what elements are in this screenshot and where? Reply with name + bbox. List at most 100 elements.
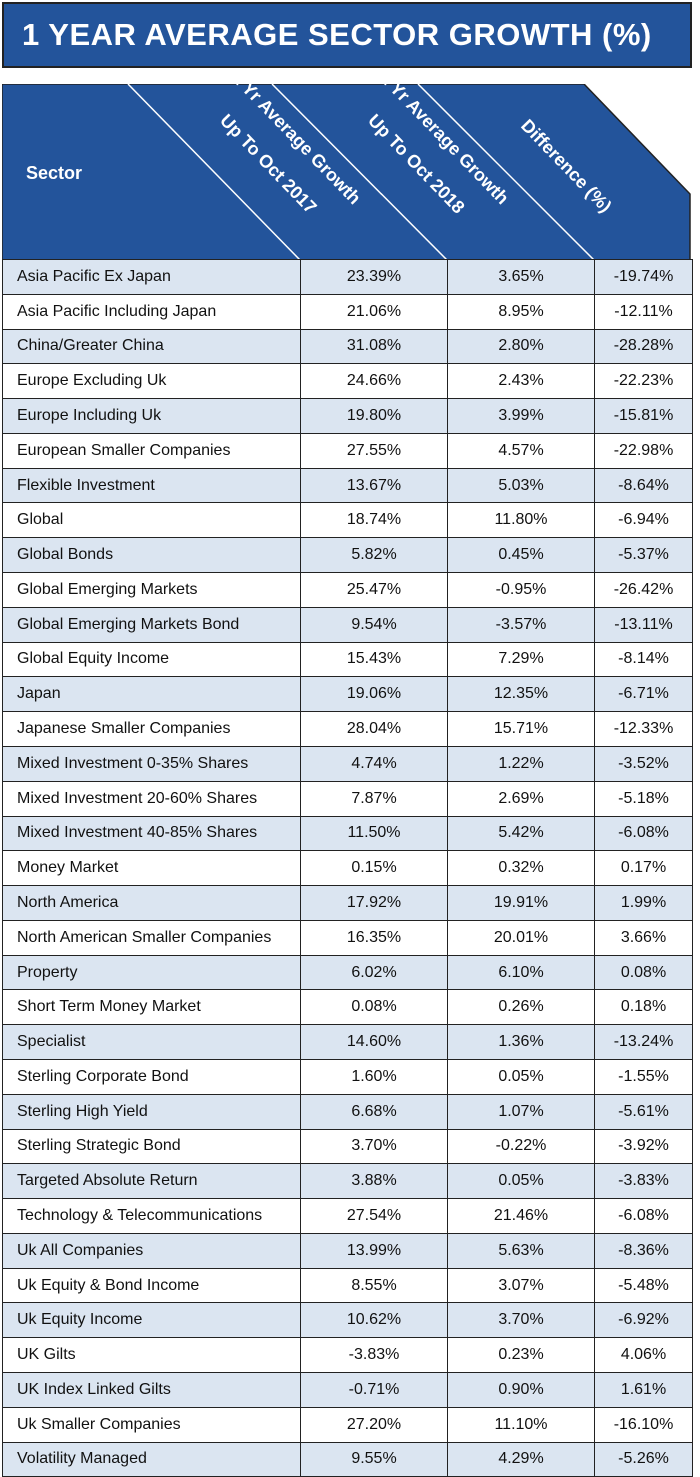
sector-cell: Technology & Telecommunications (2, 1198, 301, 1234)
sector-cell: Uk Equity Income (2, 1302, 301, 1339)
difference-cell: 0.08% (594, 954, 693, 991)
sector-cell: Mixed Investment 20-60% Shares (2, 780, 301, 817)
sector-cell: Volatility Managed (2, 1441, 301, 1477)
sector-cell: Uk Smaller Companies (2, 1406, 301, 1443)
growth-2018-cell: 3.70% (447, 1302, 595, 1339)
sector-cell: UK Gilts (2, 1337, 301, 1373)
difference-cell: -6.92% (594, 1302, 693, 1339)
growth-2017-cell: -0.71% (300, 1372, 448, 1408)
difference-cell: 0.17% (594, 850, 693, 887)
sector-cell: China/Greater China (2, 328, 301, 365)
sector-cell: Flexible Investment (2, 467, 301, 504)
table-row: Sterling Corporate Bond 1.60% 0.05% -1.55% (2, 1058, 693, 1095)
sector-cell: North American Smaller Companies (2, 919, 301, 956)
table-row: Technology & Telecommunications 27.54% 21.… (2, 1198, 693, 1234)
table-row: Asia Pacific Including Japan 21.06% 8.95% -… (2, 293, 693, 330)
growth-2017-cell: 18.74% (300, 502, 448, 539)
table-row: Targeted Absolute Return 3.88% 0.05% -3.83% (2, 1163, 693, 1200)
difference-cell: -13.24% (594, 1024, 693, 1060)
growth-2018-cell: 20.01% (447, 919, 595, 956)
growth-2017-cell: 15.43% (300, 641, 448, 678)
difference-cell: -6.08% (594, 815, 693, 852)
sector-cell: Japanese Smaller Companies (2, 711, 301, 747)
table-row: Asia Pacific Ex Japan 23.39% 3.65% -19.74% (2, 259, 693, 295)
table-row: UK Index Linked Gilts -0.71% 0.90% 1.61% (2, 1372, 693, 1408)
table-row: Global 18.74% 11.80% -6.94% (2, 502, 693, 539)
difference-cell: 0.18% (594, 989, 693, 1026)
growth-2017-cell: 10.62% (300, 1302, 448, 1339)
growth-2018-cell: -0.22% (447, 1128, 595, 1165)
table-header: Sector 1 Yr Average Growth Up To Oct 201… (2, 84, 692, 260)
growth-2017-cell: 27.20% (300, 1406, 448, 1443)
growth-2018-cell: 5.42% (447, 815, 595, 852)
difference-cell: -15.81% (594, 398, 693, 434)
difference-cell: -3.52% (594, 745, 693, 782)
growth-2017-cell: 31.08% (300, 328, 448, 365)
growth-2018-cell: 12.35% (447, 676, 595, 713)
table-row: Global Bonds 5.82% 0.45% -5.37% (2, 537, 693, 574)
growth-2018-cell: 7.29% (447, 641, 595, 678)
growth-2018-cell: 3.07% (447, 1267, 595, 1304)
growth-2017-cell: 17.92% (300, 885, 448, 921)
sector-cell: Money Market (2, 850, 301, 887)
table-row: Europe Excluding Uk 24.66% 2.43% -22.23% (2, 363, 693, 400)
sector-cell: Global (2, 502, 301, 539)
difference-cell: -6.08% (594, 1198, 693, 1234)
growth-2018-cell: 0.32% (447, 850, 595, 887)
growth-2018-cell: 0.26% (447, 989, 595, 1026)
growth-2017-cell: 24.66% (300, 363, 448, 400)
difference-cell: -12.11% (594, 293, 693, 330)
difference-cell: -26.42% (594, 572, 693, 608)
header-divider-1 (127, 84, 301, 260)
table-row: Specialist 14.60% 1.36% -13.24% (2, 1024, 693, 1060)
sector-cell: Global Equity Income (2, 641, 301, 678)
difference-cell: 1.99% (594, 885, 693, 921)
difference-cell: -5.26% (594, 1441, 693, 1477)
growth-2017-cell: 27.54% (300, 1198, 448, 1234)
difference-cell: -28.28% (594, 328, 693, 365)
table-row: Mixed Investment 20-60% Shares 7.87% 2.69%… (2, 780, 693, 817)
sector-cell: Mixed Investment 0-35% Shares (2, 745, 301, 782)
growth-2017-cell: 19.80% (300, 398, 448, 434)
growth-2018-cell: 15.71% (447, 711, 595, 747)
growth-2017-cell: 0.15% (300, 850, 448, 887)
growth-2018-cell: -0.95% (447, 572, 595, 608)
difference-cell: -8.36% (594, 1232, 693, 1269)
header-divider-2 (271, 84, 448, 260)
title-banner: 1 YEAR AVERAGE SECTOR GROWTH (%) (2, 2, 692, 68)
difference-cell: -6.94% (594, 502, 693, 539)
growth-2017-cell: 4.74% (300, 745, 448, 782)
difference-cell: 4.06% (594, 1337, 693, 1373)
sector-cell: Uk All Companies (2, 1232, 301, 1269)
growth-2017-cell: 28.04% (300, 711, 448, 747)
table-row: Japanese Smaller Companies 28.04% 15.71% -1… (2, 711, 693, 747)
table-row: Flexible Investment 13.67% 5.03% -8.64% (2, 467, 693, 504)
sector-cell: Sterling High Yield (2, 1093, 301, 1130)
table-row: Japan 19.06% 12.35% -6.71% (2, 676, 693, 713)
difference-cell: -1.55% (594, 1058, 693, 1095)
sector-cell: Europe Excluding Uk (2, 363, 301, 400)
difference-cell: -3.92% (594, 1128, 693, 1165)
table-row: North America 17.92% 19.91% 1.99% (2, 885, 693, 921)
sector-cell: Global Emerging Markets Bond (2, 606, 301, 643)
growth-2018-cell: 1.07% (447, 1093, 595, 1130)
table-row: Global Emerging Markets 25.47% -0.95% -26.4… (2, 572, 693, 608)
table-row: Uk All Companies 13.99% 5.63% -8.36% (2, 1232, 693, 1269)
difference-cell: -5.18% (594, 780, 693, 817)
growth-2018-cell: 21.46% (447, 1198, 595, 1234)
growth-2018-cell: 2.80% (447, 328, 595, 365)
sector-cell: Global Emerging Markets (2, 572, 301, 608)
difference-cell: -8.14% (594, 641, 693, 678)
table-row: Global Emerging Markets Bond 9.54% -3.57% -… (2, 606, 693, 643)
difference-cell: -16.10% (594, 1406, 693, 1443)
sector-cell: Mixed Investment 40-85% Shares (2, 815, 301, 852)
growth-2017-cell: 9.55% (300, 1441, 448, 1477)
table-row: Sterling High Yield 6.68% 1.07% -5.61% (2, 1093, 693, 1130)
table-row: Money Market 0.15% 0.32% 0.17% (2, 850, 693, 887)
growth-2017-cell: 25.47% (300, 572, 448, 608)
table-row: Property 6.02% 6.10% 0.08% (2, 954, 693, 991)
header-background (2, 84, 691, 260)
difference-cell: -5.48% (594, 1267, 693, 1304)
growth-2018-cell: 11.10% (447, 1406, 595, 1443)
growth-2018-cell: 0.45% (447, 537, 595, 574)
